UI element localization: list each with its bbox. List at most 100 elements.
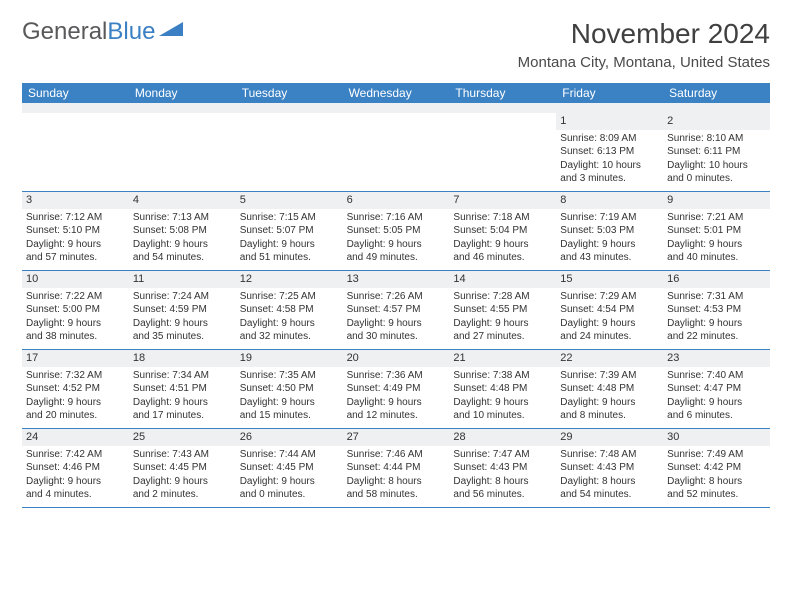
daylight-text: Daylight: 9 hours (667, 396, 766, 410)
calendar-week: 1Sunrise: 8:09 AMSunset: 6:13 PMDaylight… (22, 113, 770, 192)
daylight-text: Daylight: 9 hours (26, 475, 125, 489)
daylight-text: and 51 minutes. (240, 251, 339, 265)
calendar: SundayMondayTuesdayWednesdayThursdayFrid… (22, 83, 770, 508)
sunrise-text: Sunrise: 7:44 AM (240, 448, 339, 462)
logo-triangle-icon (159, 18, 183, 36)
calendar-week: 24Sunrise: 7:42 AMSunset: 4:46 PMDayligh… (22, 429, 770, 508)
day-cell: 24Sunrise: 7:42 AMSunset: 4:46 PMDayligh… (22, 429, 129, 507)
sunrise-text: Sunrise: 7:34 AM (133, 369, 232, 383)
daylight-text: Daylight: 8 hours (453, 475, 552, 489)
sunset-text: Sunset: 4:53 PM (667, 303, 766, 317)
day-cell: 23Sunrise: 7:40 AMSunset: 4:47 PMDayligh… (663, 350, 770, 428)
day-cell: 28Sunrise: 7:47 AMSunset: 4:43 PMDayligh… (449, 429, 556, 507)
day-number: 6 (343, 192, 450, 209)
day-cell: 27Sunrise: 7:46 AMSunset: 4:44 PMDayligh… (343, 429, 450, 507)
sunrise-text: Sunrise: 7:24 AM (133, 290, 232, 304)
day-cell: 29Sunrise: 7:48 AMSunset: 4:43 PMDayligh… (556, 429, 663, 507)
daylight-text: and 57 minutes. (26, 251, 125, 265)
sunrise-text: Sunrise: 7:47 AM (453, 448, 552, 462)
empty-cell (343, 113, 450, 191)
daylight-text: and 17 minutes. (133, 409, 232, 423)
sunrise-text: Sunrise: 7:29 AM (560, 290, 659, 304)
daylight-text: and 20 minutes. (26, 409, 125, 423)
daylight-text: Daylight: 9 hours (133, 238, 232, 252)
day-cell: 4Sunrise: 7:13 AMSunset: 5:08 PMDaylight… (129, 192, 236, 270)
sunset-text: Sunset: 4:46 PM (26, 461, 125, 475)
sunrise-text: Sunrise: 7:19 AM (560, 211, 659, 225)
calendar-week: 3Sunrise: 7:12 AMSunset: 5:10 PMDaylight… (22, 192, 770, 271)
sunrise-text: Sunrise: 7:46 AM (347, 448, 446, 462)
sunrise-text: Sunrise: 7:26 AM (347, 290, 446, 304)
daylight-text: and 10 minutes. (453, 409, 552, 423)
daylight-text: Daylight: 9 hours (240, 396, 339, 410)
sunset-text: Sunset: 5:00 PM (26, 303, 125, 317)
daylight-text: and 54 minutes. (133, 251, 232, 265)
day-cell: 16Sunrise: 7:31 AMSunset: 4:53 PMDayligh… (663, 271, 770, 349)
day-number: 29 (556, 429, 663, 446)
sunrise-text: Sunrise: 7:43 AM (133, 448, 232, 462)
day-cell: 22Sunrise: 7:39 AMSunset: 4:48 PMDayligh… (556, 350, 663, 428)
daylight-text: Daylight: 10 hours (667, 159, 766, 173)
day-cell: 25Sunrise: 7:43 AMSunset: 4:45 PMDayligh… (129, 429, 236, 507)
sunset-text: Sunset: 4:48 PM (560, 382, 659, 396)
daylight-text: and 32 minutes. (240, 330, 339, 344)
daylight-text: Daylight: 9 hours (133, 317, 232, 331)
daylight-text: and 40 minutes. (667, 251, 766, 265)
sunrise-text: Sunrise: 7:15 AM (240, 211, 339, 225)
day-number: 19 (236, 350, 343, 367)
daylight-text: and 46 minutes. (453, 251, 552, 265)
daylight-text: Daylight: 9 hours (667, 317, 766, 331)
day-cell: 18Sunrise: 7:34 AMSunset: 4:51 PMDayligh… (129, 350, 236, 428)
daylight-text: Daylight: 9 hours (133, 475, 232, 489)
sunrise-text: Sunrise: 7:42 AM (26, 448, 125, 462)
daylight-text: and 0 minutes. (667, 172, 766, 186)
logo: GeneralBlue (22, 18, 183, 46)
daylight-text: and 49 minutes. (347, 251, 446, 265)
daylight-text: Daylight: 8 hours (667, 475, 766, 489)
logo-text-blue: Blue (107, 18, 155, 46)
sunrise-text: Sunrise: 7:40 AM (667, 369, 766, 383)
calendar-week: 17Sunrise: 7:32 AMSunset: 4:52 PMDayligh… (22, 350, 770, 429)
sunrise-text: Sunrise: 8:09 AM (560, 132, 659, 146)
sunrise-text: Sunrise: 8:10 AM (667, 132, 766, 146)
sunset-text: Sunset: 4:58 PM (240, 303, 339, 317)
daylight-text: Daylight: 9 hours (240, 317, 339, 331)
daylight-text: Daylight: 9 hours (453, 396, 552, 410)
daylight-text: Daylight: 9 hours (560, 317, 659, 331)
calendar-week: 10Sunrise: 7:22 AMSunset: 5:00 PMDayligh… (22, 271, 770, 350)
day-number: 2 (663, 113, 770, 130)
daylight-text: Daylight: 9 hours (453, 317, 552, 331)
daylight-text: Daylight: 9 hours (560, 238, 659, 252)
day-number: 1 (556, 113, 663, 130)
day-number: 30 (663, 429, 770, 446)
sunset-text: Sunset: 5:10 PM (26, 224, 125, 238)
daylight-text: and 27 minutes. (453, 330, 552, 344)
daylight-text: Daylight: 9 hours (26, 238, 125, 252)
day-cell: 20Sunrise: 7:36 AMSunset: 4:49 PMDayligh… (343, 350, 450, 428)
day-number: 28 (449, 429, 556, 446)
day-number: 27 (343, 429, 450, 446)
sunrise-text: Sunrise: 7:35 AM (240, 369, 339, 383)
day-cell: 13Sunrise: 7:26 AMSunset: 4:57 PMDayligh… (343, 271, 450, 349)
sunset-text: Sunset: 4:55 PM (453, 303, 552, 317)
daylight-text: and 12 minutes. (347, 409, 446, 423)
daylight-text: Daylight: 9 hours (133, 396, 232, 410)
sunrise-text: Sunrise: 7:39 AM (560, 369, 659, 383)
daylight-text: and 35 minutes. (133, 330, 232, 344)
day-header-cell: Saturday (663, 83, 770, 103)
sunset-text: Sunset: 4:59 PM (133, 303, 232, 317)
sunset-text: Sunset: 4:47 PM (667, 382, 766, 396)
day-number: 26 (236, 429, 343, 446)
day-number: 14 (449, 271, 556, 288)
day-cell: 2Sunrise: 8:10 AMSunset: 6:11 PMDaylight… (663, 113, 770, 191)
day-cell: 5Sunrise: 7:15 AMSunset: 5:07 PMDaylight… (236, 192, 343, 270)
sunrise-text: Sunrise: 7:22 AM (26, 290, 125, 304)
sunrise-text: Sunrise: 7:16 AM (347, 211, 446, 225)
empty-cell (236, 113, 343, 191)
sunrise-text: Sunrise: 7:28 AM (453, 290, 552, 304)
day-number: 8 (556, 192, 663, 209)
sunset-text: Sunset: 4:45 PM (133, 461, 232, 475)
sunset-text: Sunset: 4:45 PM (240, 461, 339, 475)
daylight-text: and 2 minutes. (133, 488, 232, 502)
daylight-text: and 3 minutes. (560, 172, 659, 186)
